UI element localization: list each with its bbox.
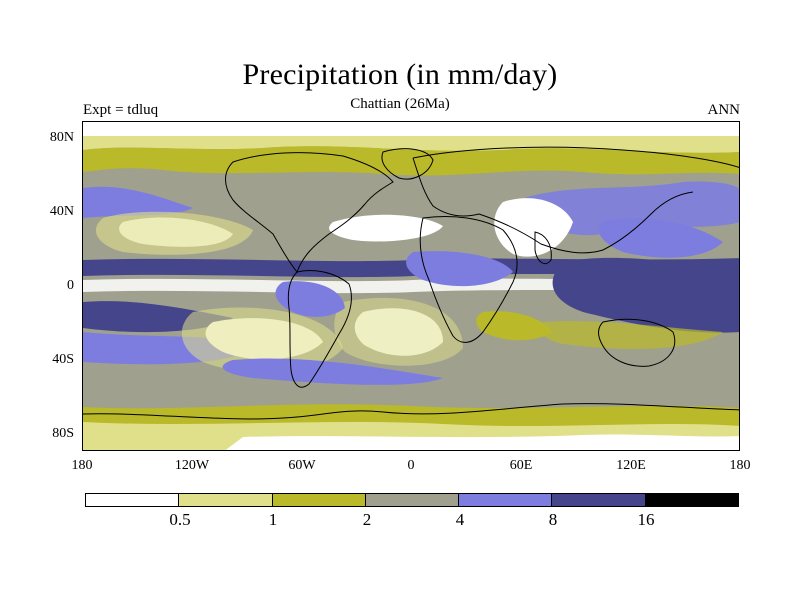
lon-tick-60w: 60W [288,458,316,473]
colorbar-swatch-2 [272,494,366,506]
colorbar-swatch-0 [86,494,180,506]
colorbar-swatch-5 [552,494,646,506]
colorbar-swatch-3 [365,494,460,506]
colorbar-label-0-5: 0.5 [169,510,191,529]
colorbar-label-2: 2 [362,510,372,529]
colorbar-label-1: 1 [268,510,278,529]
lon-tick-0: 0 [407,458,415,473]
colorbar-swatch-4 [459,494,553,506]
colorbar-label-16: 16 [637,510,655,529]
colorbar [85,493,739,507]
lon-tick-120e: 120E [616,458,646,473]
map-subtitle: Chattian (26Ma) [350,96,450,112]
lat-tick-80n: 80N [49,130,74,145]
precipitation-map [82,121,740,451]
lon-tick-60e: 60E [509,458,533,473]
lat-tick-40n: 40N [49,204,74,219]
lat-tick-0: 0 [67,278,74,293]
lat-tick-40s: 40S [52,352,74,367]
experiment-label: Expt = tdluq [83,102,159,118]
season-label: ANN [707,102,741,118]
colorbar-swatch-1 [179,494,273,506]
lon-tick-180e: 180 [729,458,751,473]
lon-tick-180w: 180 [71,458,93,473]
colorbar-label-4: 4 [455,510,465,529]
lat-tick-80s: 80S [52,426,74,441]
colorbar-label-8: 8 [548,510,558,529]
lon-tick-120w: 120W [174,458,210,473]
colorbar-swatch-6 [645,494,738,506]
map-title: Precipitation (in mm/day) [242,58,558,91]
